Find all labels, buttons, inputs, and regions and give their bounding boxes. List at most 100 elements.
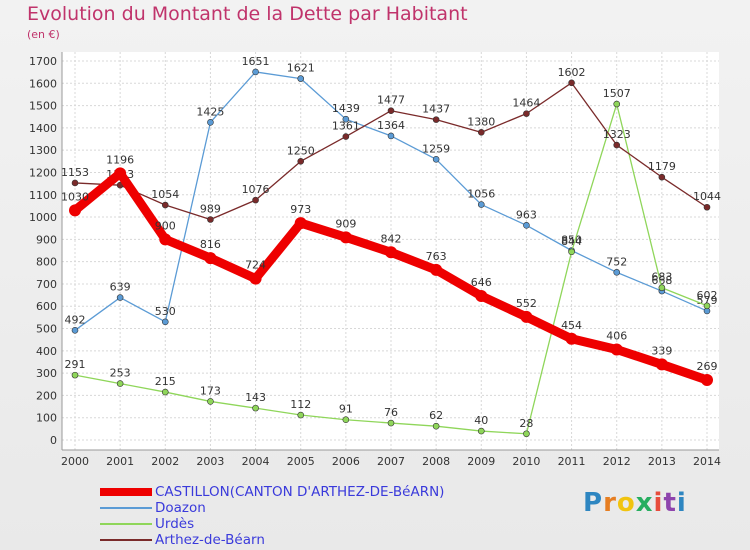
data-label: 1030	[61, 190, 89, 203]
data-point	[71, 327, 79, 334]
y-tick-label: 500	[36, 323, 57, 336]
data-label: 1425	[196, 105, 224, 118]
data-label: 816	[200, 238, 221, 251]
data-label: 492	[65, 313, 86, 326]
data-label: 1044	[693, 190, 721, 203]
data-point	[613, 141, 621, 149]
data-point	[297, 411, 305, 419]
data-point	[252, 196, 259, 204]
data-label: 1602	[558, 66, 586, 79]
data-point	[161, 201, 169, 209]
data-label: 1054	[151, 188, 179, 201]
data-label: 40	[474, 414, 488, 427]
data-point	[252, 68, 259, 76]
data-label: 530	[155, 305, 176, 318]
logo-letter: t	[663, 488, 677, 518]
x-tick-label: 2013	[648, 455, 676, 468]
data-point	[477, 427, 485, 435]
legend-swatch	[100, 539, 152, 541]
data-label: 842	[381, 232, 402, 245]
data-label: 28	[519, 417, 533, 430]
y-tick-label: 0	[50, 434, 57, 447]
data-point	[523, 222, 530, 229]
y-tick-label: 1500	[29, 100, 57, 113]
y-tick-label: 1600	[29, 77, 57, 90]
data-label: 173	[200, 384, 221, 397]
data-point	[565, 332, 578, 345]
data-label: 112	[290, 398, 311, 411]
data-point	[385, 246, 397, 259]
data-label: 1477	[377, 94, 405, 107]
data-point	[610, 343, 623, 356]
logo-letter: i	[676, 488, 687, 518]
x-tick-label: 2002	[151, 455, 179, 468]
data-point	[159, 233, 172, 246]
data-label: 454	[561, 319, 582, 332]
data-point	[432, 116, 440, 123]
chart-title: Evolution du Montant de la Dette par Hab…	[27, 3, 468, 25]
data-label: 269	[697, 360, 718, 373]
data-label: 339	[651, 344, 672, 357]
y-tick-label: 600	[36, 300, 57, 313]
data-point	[69, 204, 81, 217]
data-point	[161, 388, 169, 396]
legend-item: Doazon	[100, 500, 520, 516]
data-point	[387, 419, 395, 427]
data-point	[207, 216, 214, 223]
y-tick-label: 200	[36, 389, 57, 402]
data-label: 963	[516, 208, 537, 221]
proxiti-logo: Proxiti	[583, 488, 687, 518]
data-label: 1259	[422, 142, 450, 155]
x-tick-label: 2005	[287, 455, 315, 468]
data-point	[655, 358, 668, 371]
x-tick-label: 2004	[242, 455, 270, 468]
data-point	[703, 203, 711, 211]
data-label: 1179	[648, 160, 676, 173]
data-label: 215	[155, 375, 176, 388]
data-point	[432, 422, 440, 430]
data-point	[342, 416, 350, 424]
data-label: 1056	[467, 188, 495, 201]
data-label: 1250	[287, 144, 315, 157]
data-label: 1464	[512, 97, 540, 110]
data-point	[477, 129, 485, 136]
data-label: 763	[426, 250, 447, 263]
data-label: 1439	[332, 102, 360, 115]
y-tick-label: 1200	[29, 166, 57, 179]
legend-label: Urdès	[155, 516, 195, 532]
data-label: 639	[110, 281, 131, 294]
x-tick-label: 2010	[512, 455, 540, 468]
data-point	[387, 107, 395, 115]
data-label: 406	[606, 329, 627, 342]
data-point	[430, 263, 443, 276]
data-label: 1153	[61, 166, 89, 179]
data-point	[114, 167, 127, 180]
data-point	[207, 398, 214, 405]
data-label: 668	[651, 274, 672, 287]
data-label: 752	[606, 255, 627, 268]
data-point	[701, 374, 713, 387]
data-label: 1380	[467, 115, 495, 128]
data-point	[71, 371, 79, 379]
data-point	[294, 217, 307, 230]
data-label: 291	[65, 358, 86, 371]
x-tick-label: 2001	[106, 455, 134, 468]
data-point	[297, 75, 305, 82]
x-tick-label: 2008	[422, 455, 450, 468]
data-label: 76	[384, 406, 398, 419]
data-point	[613, 269, 621, 276]
data-label: 1364	[377, 119, 405, 132]
logo-letter: r	[603, 488, 617, 518]
data-label: 143	[245, 391, 266, 404]
y-tick-label: 700	[36, 278, 57, 291]
data-label: 724	[245, 259, 266, 272]
data-point	[520, 310, 533, 323]
data-point	[339, 231, 352, 244]
data-point	[432, 156, 440, 163]
data-point	[703, 302, 711, 310]
y-tick-label: 1100	[29, 189, 57, 202]
x-tick-label: 2011	[558, 455, 586, 468]
data-point	[523, 430, 530, 438]
data-label: 552	[516, 297, 537, 310]
chart-subtitle: (en €)	[27, 28, 60, 41]
